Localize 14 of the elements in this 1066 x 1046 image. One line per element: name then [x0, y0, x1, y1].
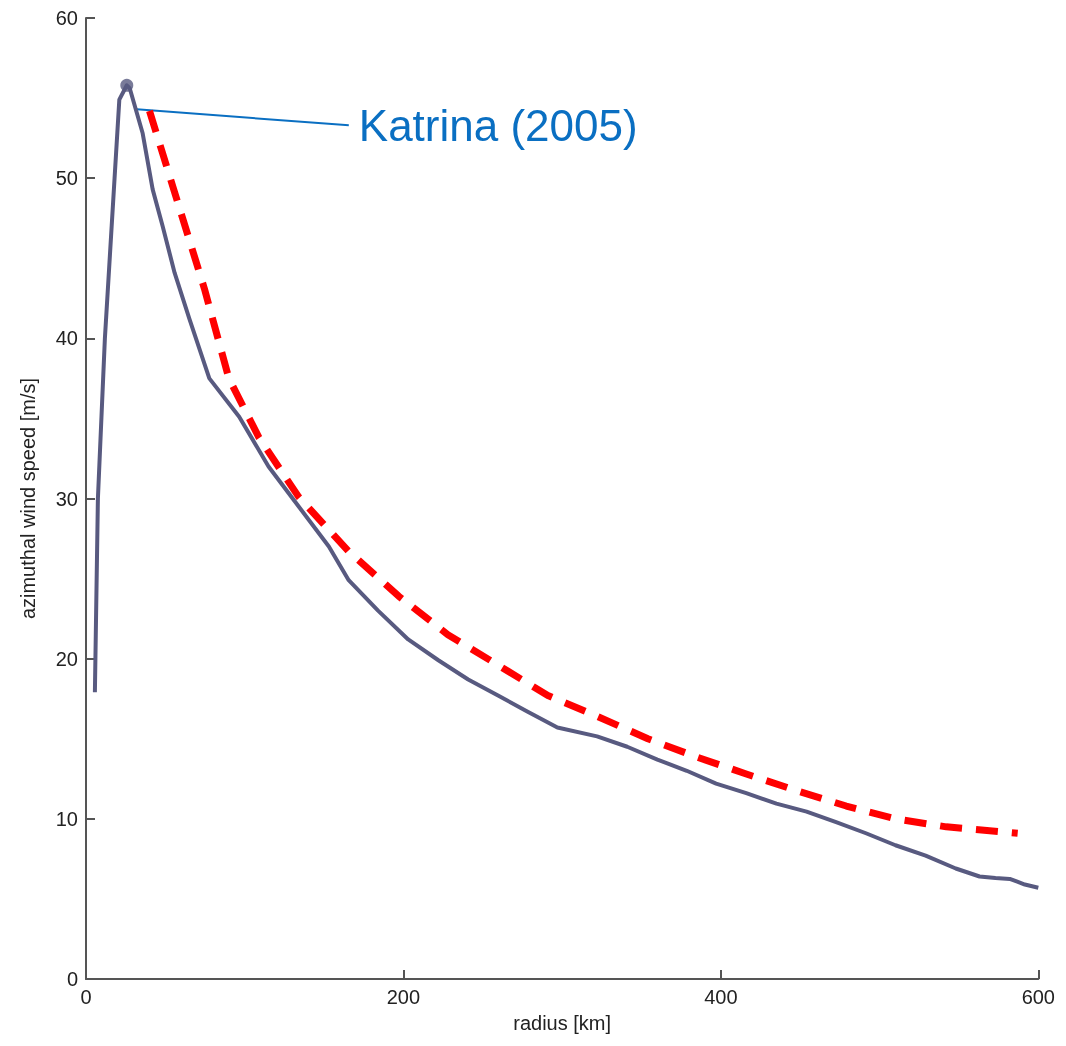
x-tick-label: 200 — [386, 986, 421, 1008]
y-tick-label: 30 — [55, 487, 78, 510]
x-tick-label: 600 — [1021, 986, 1055, 1008]
y-tick-label: 60 — [55, 7, 78, 29]
x-tick-label: 400 — [704, 986, 738, 1008]
x-axis-title: radius [km] — [513, 1012, 612, 1034]
y-tick-label: 40 — [55, 327, 78, 350]
y-tick-label: 10 — [55, 807, 78, 830]
x-tick-label: 0 — [80, 986, 92, 1008]
y-tick-label: 0 — [66, 968, 78, 990]
y-tick-label: 20 — [55, 647, 78, 670]
annotation: Katrina (2005) — [358, 100, 638, 150]
y-axis-title: azimuthal wind speed [m/s] — [17, 377, 39, 620]
y-tick-label: 50 — [55, 167, 78, 190]
